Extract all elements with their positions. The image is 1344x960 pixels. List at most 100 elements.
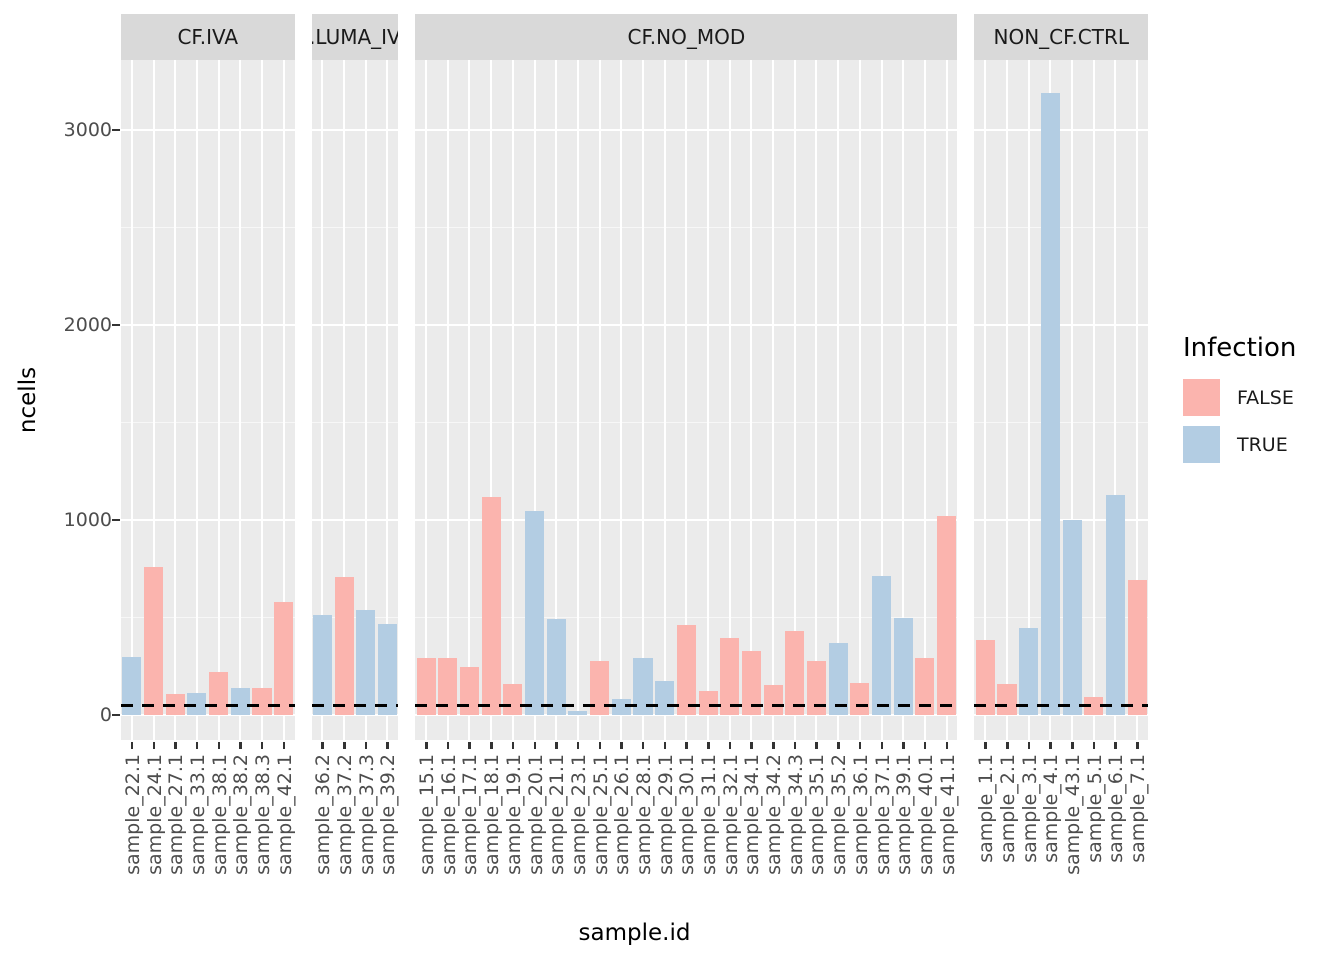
x-tick: sample_34.2 [762, 740, 786, 926]
panel-columns [121, 60, 295, 740]
y-tick-label: 2000 [63, 314, 112, 336]
x-tick: sample_42.1 [273, 740, 296, 926]
bar-column [676, 60, 698, 740]
threshold-dashed-line [311, 704, 399, 707]
x-tick: sample_4.1 [1040, 740, 1062, 926]
bar-column [186, 60, 208, 740]
x-tick: sample_38.2 [229, 740, 253, 926]
x-tick-label: sample_34.3 [784, 754, 807, 875]
bar [416, 658, 436, 715]
bar-column [377, 60, 399, 740]
threshold-dashed-line [121, 704, 295, 707]
bar [850, 682, 870, 715]
y-tick-label: 3000 [63, 119, 112, 141]
x-tick: sample_16.1 [437, 740, 460, 926]
x-tick-label: sample_4.1 [1040, 754, 1063, 863]
x-tick-label: sample_36.1 [849, 754, 872, 875]
facet: .LUMA_IV sample_36.2 sample_37.2 sample_37.… [311, 14, 399, 926]
x-tick: sample_35.1 [806, 740, 828, 926]
bar [655, 680, 675, 715]
bar [1062, 520, 1082, 715]
x-tick-label: sample_7.1 [1127, 754, 1150, 863]
bar-column [1126, 60, 1148, 740]
bar-column [914, 60, 936, 740]
bar-column [936, 60, 958, 740]
bar [893, 617, 913, 715]
x-tick-label: sample_18.1 [481, 754, 504, 875]
bar [720, 638, 740, 715]
x-tick-label: sample_29.1 [654, 754, 677, 875]
facets: CF.IVA sample_22.1 sample_24.1 sample_27.1 s… [121, 14, 1150, 926]
legend-swatch-false [1183, 379, 1220, 416]
bar-column [697, 60, 719, 740]
bar [209, 672, 229, 715]
x-tick: sample_38.1 [208, 740, 231, 926]
facet: NON_CF.CTRL sample_1.1 sample_2.1 sample_3.… [974, 14, 1150, 926]
bar-column [871, 60, 893, 740]
bar-column [524, 60, 546, 740]
bar [525, 511, 545, 715]
bar-column [654, 60, 676, 740]
bar [937, 516, 957, 715]
bar-column [229, 60, 251, 740]
bar-column [567, 60, 589, 740]
y-tick-label: 1000 [63, 509, 112, 531]
x-tick-label: sample_15.1 [416, 754, 439, 875]
x-tick-label: sample_24.1 [143, 754, 166, 875]
x-tick: sample_1.1 [974, 740, 997, 926]
bar-column [121, 60, 143, 740]
bar [698, 690, 718, 715]
bar-column [1061, 60, 1083, 740]
x-tick: sample_7.1 [1126, 740, 1150, 926]
bar-column [1040, 60, 1062, 740]
bar [872, 575, 892, 715]
x-tick-label: sample_38.1 [208, 754, 231, 875]
x-tick: sample_23.1 [567, 740, 590, 926]
y-tick-mark [112, 518, 120, 522]
x-tick-label: sample_28.1 [632, 754, 655, 875]
x-tick-label: sample_6.1 [1105, 754, 1128, 863]
facet: CF.IVA sample_22.1 sample_24.1 sample_27.1 s… [121, 14, 296, 926]
bar [915, 658, 935, 715]
threshold-dashed-line [974, 704, 1148, 707]
x-tick: sample_19.1 [502, 740, 525, 926]
x-tick-label: sample_38.2 [230, 754, 253, 875]
bar [503, 683, 523, 715]
legend-swatch-true [1183, 426, 1220, 463]
bar [252, 687, 272, 715]
bar [481, 496, 501, 715]
x-tick: sample_17.1 [459, 740, 481, 926]
bar [546, 618, 566, 715]
x-tick-label: sample_34.2 [763, 754, 786, 875]
legend-label-true: TRUE [1237, 433, 1288, 456]
x-tick: sample_37.1 [871, 740, 894, 926]
bar-column [849, 60, 871, 740]
bar-column [333, 60, 355, 740]
x-tick: sample_3.1 [1018, 740, 1041, 926]
x-tick-label: sample_21.1 [546, 754, 569, 875]
bar-column [762, 60, 784, 740]
bar-column [545, 60, 567, 740]
bar [1105, 494, 1125, 715]
bar [1127, 580, 1147, 715]
bar [828, 642, 848, 715]
x-tick-label: sample_42.1 [273, 754, 296, 875]
bar [997, 683, 1017, 715]
x-tick: sample_43.1 [1061, 740, 1084, 926]
x-tick: sample_26.1 [610, 740, 633, 926]
x-tick: sample_32.1 [719, 740, 742, 926]
x-tick: sample_41.1 [936, 740, 959, 926]
bar-column [892, 60, 914, 740]
x-tick-label: sample_33.1 [186, 754, 209, 875]
bar [312, 614, 332, 715]
legend-label-false: FALSE [1237, 386, 1294, 409]
x-tick: sample_29.1 [654, 740, 677, 926]
bar-column [1083, 60, 1105, 740]
bar-column [610, 60, 632, 740]
bar [122, 656, 142, 715]
bar-column [827, 60, 849, 740]
x-tick: sample_34.3 [784, 740, 807, 926]
x-tick-label: sample_32.1 [719, 754, 742, 875]
bar-column [273, 60, 295, 740]
bar-column [996, 60, 1018, 740]
